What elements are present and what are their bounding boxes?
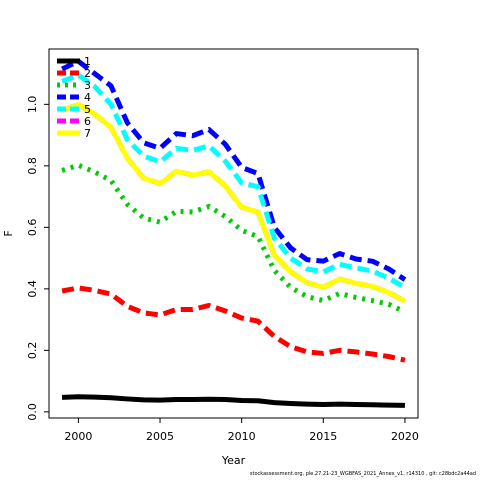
y-axis-label: F	[2, 230, 15, 236]
y-tick-label: 0.2	[26, 342, 39, 360]
x-tick-label: 2005	[146, 430, 174, 443]
legend-label-4: 4	[84, 91, 91, 104]
legend-label-1: 1	[84, 55, 91, 68]
legend-label-3: 3	[84, 79, 91, 92]
y-tick-label: 0.6	[26, 219, 39, 237]
x-tick-label: 2000	[64, 430, 92, 443]
x-axis-label: Year	[221, 454, 246, 467]
y-tick-label: 1.0	[26, 96, 39, 114]
plot-frame	[48, 48, 419, 419]
x-axis: 2000 2005 2010 2015 2020	[64, 418, 419, 443]
series-line-4	[60, 58, 407, 282]
footer-note: stockassessment.org, ple.27.21-23_WGBFAS…	[249, 471, 476, 477]
x-tick-label: 2015	[309, 430, 337, 443]
x-tick-label: 2010	[228, 430, 256, 443]
series-line-7	[61, 101, 407, 304]
series-line-1	[61, 394, 405, 408]
series-line-5	[61, 72, 407, 290]
legend-label-6: 6	[84, 115, 91, 128]
y-tick-label: 0.0	[26, 403, 39, 421]
y-axis: 0.0 0.2 0.4 0.6 0.8 1.0	[26, 96, 49, 421]
series-line-2	[61, 285, 406, 363]
y-tick-label: 0.4	[26, 280, 39, 298]
x-tick-label: 2020	[391, 430, 419, 443]
y-tick-label: 0.8	[26, 157, 39, 175]
legend-label-5: 5	[84, 103, 91, 116]
legend-label-2: 2	[84, 67, 91, 80]
legend-label-7: 7	[84, 127, 91, 140]
series-line-3	[61, 162, 407, 315]
plot-lines	[60, 58, 407, 408]
